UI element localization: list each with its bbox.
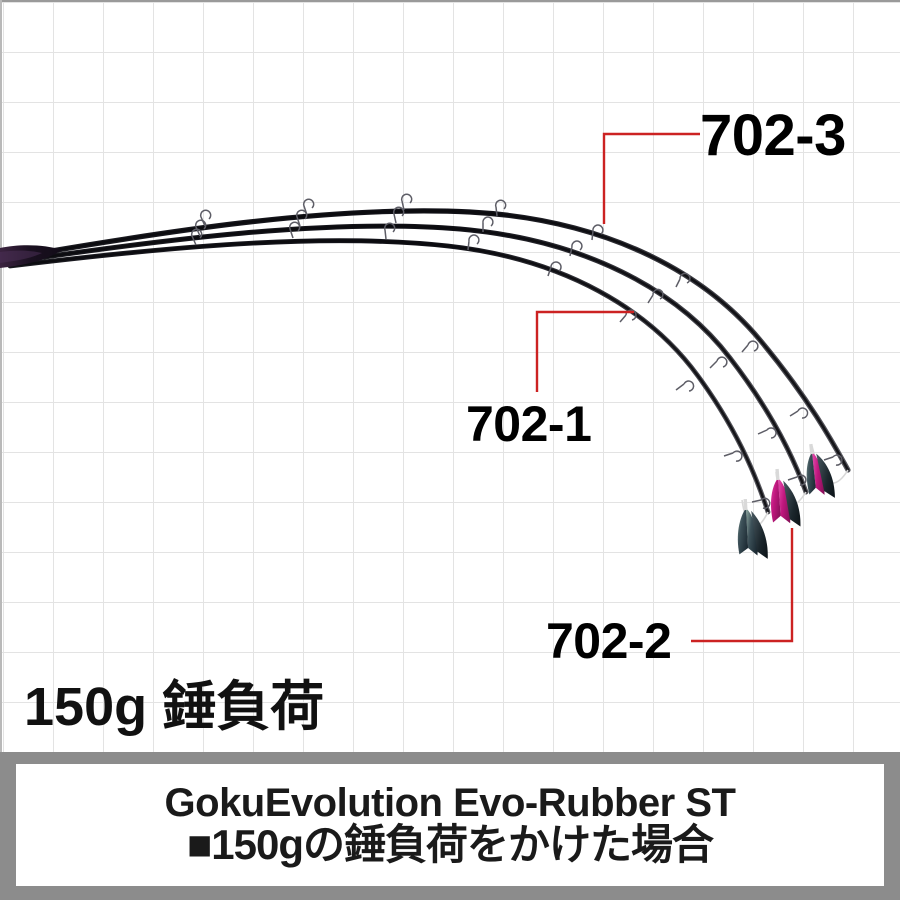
- rod-bend-photo: [0, 193, 851, 559]
- lure-702-2: [771, 468, 801, 527]
- leader-702-1: [535, 310, 634, 392]
- caption-frame: GokuEvolution Evo-Rubber ST ■150gの錘負荷をかけ…: [0, 752, 900, 900]
- annotation-label-702-3: 702-3: [700, 103, 846, 168]
- leader-702-3: [602, 132, 700, 224]
- rod-guides-702-2: [194, 206, 807, 486]
- rod-702-2: [7, 206, 809, 527]
- annotation-label-702-2: 702-2: [546, 613, 672, 669]
- lure-702-3: [806, 443, 835, 498]
- leader-702-2: [691, 528, 794, 643]
- rod-grip: [0, 245, 62, 268]
- annotation-leaders: [535, 132, 794, 643]
- left-rule-divider: [0, 0, 2, 755]
- caption-panel: GokuEvolution Evo-Rubber ST ■150gの錘負荷をかけ…: [16, 764, 884, 886]
- lure-702-1: [737, 498, 768, 559]
- load-weight-caption: 150g 錘負荷: [24, 677, 325, 737]
- rod-702-3: [7, 193, 851, 498]
- annotation-label-702-1: 702-1: [466, 396, 592, 452]
- caption-condition-note: ■150gの錘負荷をかけた場合: [186, 820, 714, 868]
- top-rule-divider: [0, 0, 900, 2]
- rod-guides-702-3: [199, 193, 843, 466]
- rod-702-1: [7, 221, 771, 559]
- caption-product-name: GokuEvolution Evo-Rubber ST: [164, 781, 736, 826]
